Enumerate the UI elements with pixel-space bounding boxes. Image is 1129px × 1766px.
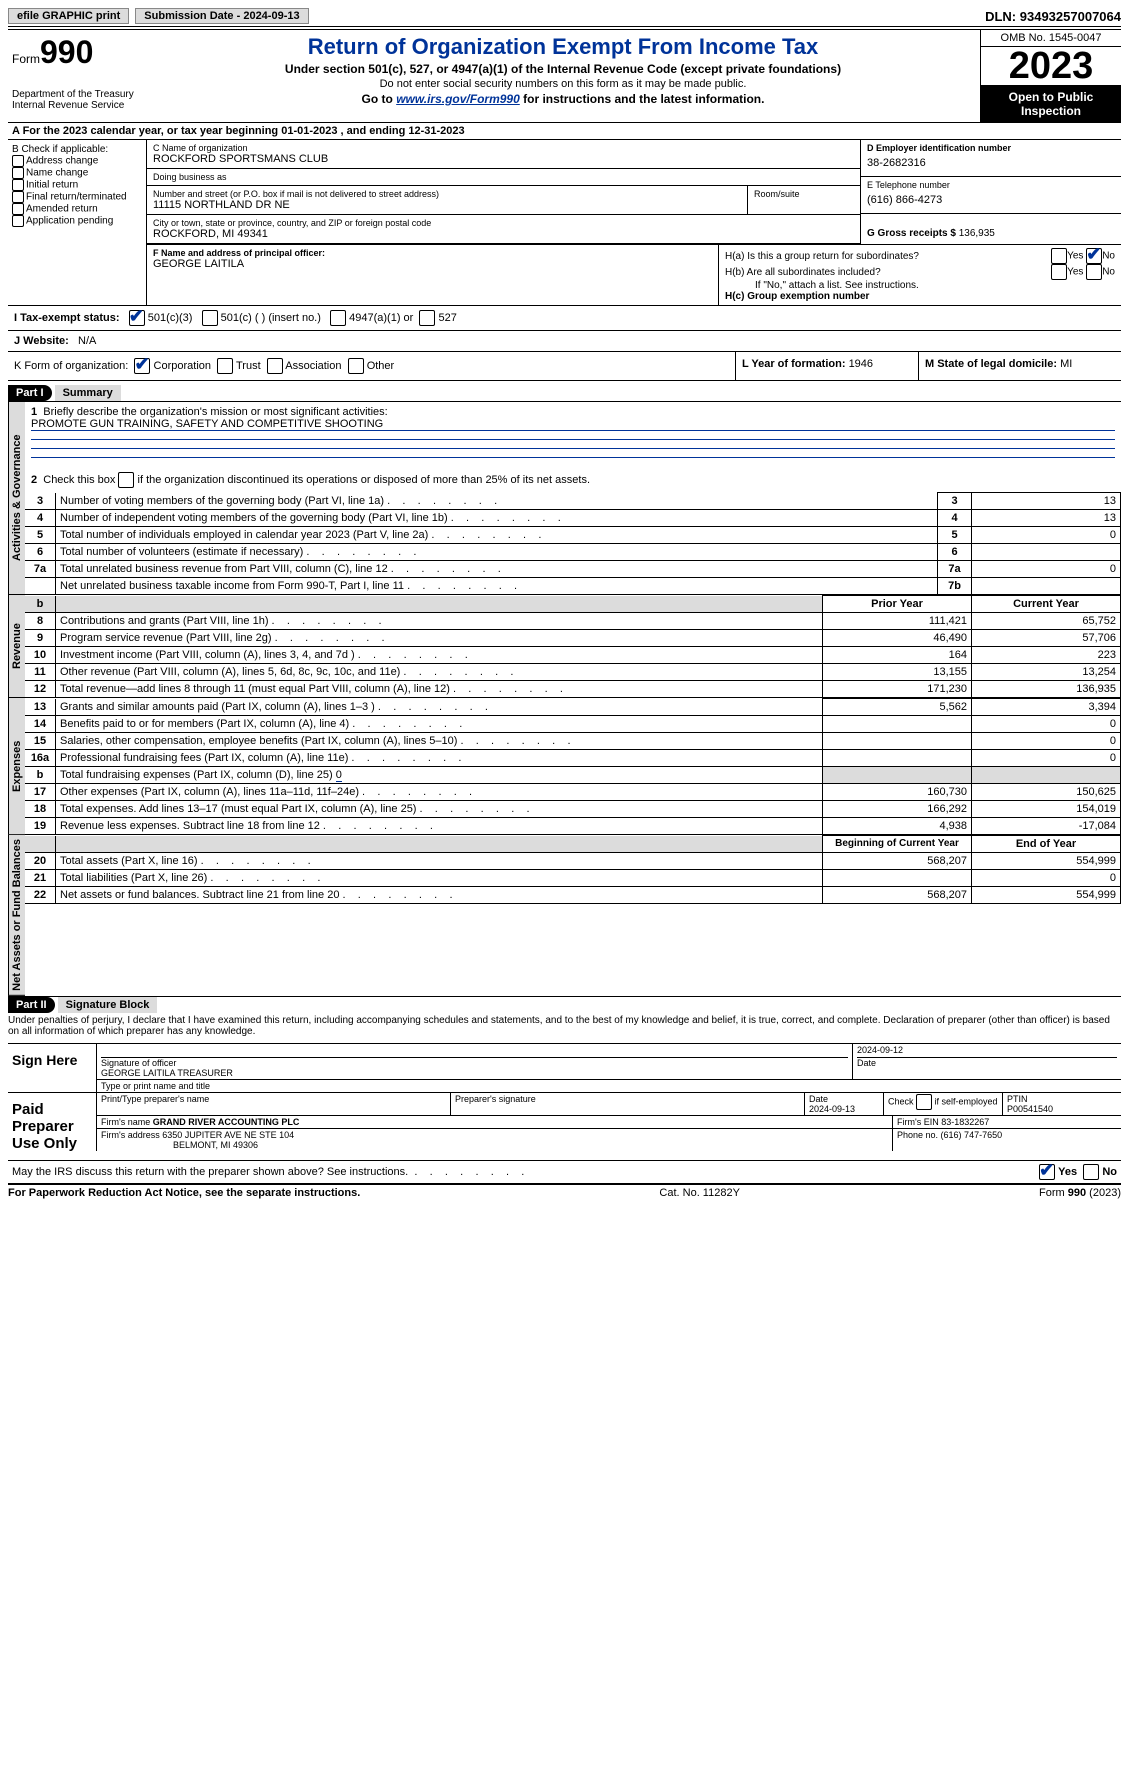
netassets-table: Beginning of Current Year End of Year 20… [25, 835, 1121, 904]
chk-4947[interactable] [330, 310, 346, 326]
chk-discontinued[interactable] [118, 472, 134, 488]
chk-self-employed[interactable] [916, 1094, 932, 1110]
line1-value: PROMOTE GUN TRAINING, SAFETY AND COMPETI… [31, 418, 1115, 431]
info-grid: B Check if applicable: Address change Na… [8, 140, 1121, 305]
irs-discuss-yes[interactable] [1039, 1164, 1055, 1180]
chk-trust[interactable] [217, 358, 233, 374]
box-f-officer: F Name and address of principal officer:… [147, 245, 718, 305]
may-irs-discuss: May the IRS discuss this return with the… [8, 1160, 1121, 1184]
hb-yes[interactable] [1051, 264, 1067, 280]
firm-address2: BELMONT, MI 49306 [101, 1140, 258, 1150]
chk-name-change[interactable]: Name change [12, 167, 142, 179]
form-header: Form990 Department of the Treasury Inter… [8, 29, 1121, 123]
form-number: Form990 [12, 34, 142, 71]
firm-ein: 83-1832267 [941, 1117, 989, 1127]
line2-label: Check this box if the organization disco… [43, 474, 590, 486]
chk-corp[interactable] [134, 358, 150, 374]
vtab-netassets: Net Assets or Fund Balances [8, 835, 25, 996]
firm-address1: 6350 JUPITER AVE NE STE 104 [162, 1130, 294, 1140]
vtab-expenses: Expenses [8, 698, 25, 835]
box-d-ein: D Employer identification number 38-2682… [861, 140, 1121, 177]
col-b-checkboxes: B Check if applicable: Address change Na… [8, 140, 147, 305]
box-j-website: J Website: N/A [8, 331, 1121, 351]
expenses-table: 13Grants and similar amounts paid (Part … [25, 698, 1121, 835]
box-h-b-note: If "No," attach a list. See instructions… [725, 280, 1115, 291]
chk-other[interactable] [348, 358, 364, 374]
box-k-form-org: K Form of organization: Corporation Trus… [8, 352, 735, 380]
preparer-date: 2024-09-13 [809, 1104, 855, 1114]
box-h-a: H(a) Is this a group return for subordin… [725, 248, 1115, 264]
form-subhead1: Under section 501(c), 527, or 4947(a)(1)… [156, 62, 970, 76]
line1-label: Briefly describe the organization's miss… [43, 406, 387, 418]
open-to-public: Open to Public Inspection [981, 86, 1121, 122]
officer-name: GEORGE LAITILA TREASURER [101, 1068, 233, 1078]
hb-no[interactable] [1086, 264, 1102, 280]
sig-date: 2024-09-12 [857, 1045, 903, 1055]
vtab-revenue: Revenue [8, 595, 25, 698]
efile-button[interactable]: efile GRAPHIC print [8, 8, 129, 24]
part1-bar: Part I [8, 385, 52, 401]
top-bar: efile GRAPHIC print Submission Date - 20… [8, 8, 1121, 27]
type-print-label: Type or print name and title [96, 1080, 1121, 1092]
ha-yes[interactable] [1051, 248, 1067, 264]
page-footer: For Paperwork Reduction Act Notice, see … [8, 1184, 1121, 1199]
box-c-city: City or town, state or province, country… [147, 215, 860, 244]
submission-date: Submission Date - 2024-09-13 [135, 8, 308, 24]
dept-treasury: Department of the Treasury Internal Reve… [12, 89, 142, 111]
part2-bar: Part II [8, 997, 55, 1013]
box-l-year: L Year of formation: 1946 [735, 352, 918, 380]
box-c-name: C Name of organization ROCKFORD SPORTSMA… [147, 140, 860, 169]
ag-table: 3Number of voting members of the governi… [25, 492, 1121, 595]
chk-527[interactable] [419, 310, 435, 326]
box-m-state: M State of legal domicile: MI [918, 352, 1121, 380]
chk-initial-return[interactable]: Initial return [12, 179, 142, 191]
revenue-table: b Prior Year Current Year 8Contributions… [25, 595, 1121, 698]
perjury-declaration: Under penalties of perjury, I declare th… [8, 1013, 1121, 1044]
chk-501c3[interactable] [129, 310, 145, 326]
chk-address-change[interactable]: Address change [12, 155, 142, 167]
dln: DLN: 93493257007064 [985, 9, 1121, 24]
ptin-value: P00541540 [1007, 1104, 1053, 1114]
box-h-b: H(b) Are all subordinates included? Yes … [725, 264, 1115, 280]
part1-title: Summary [55, 385, 121, 401]
row-a-taxyear: A For the 2023 calendar year, or tax yea… [8, 123, 1121, 140]
box-i-tax-exempt: I Tax-exempt status: 501(c)(3) 501(c) ( … [8, 306, 1121, 330]
tax-year: 2023 [981, 47, 1121, 86]
chk-amended-return[interactable]: Amended return [12, 203, 142, 215]
irs-link[interactable]: www.irs.gov/Form990 [396, 92, 520, 106]
box-h-c: H(c) Group exemption number [725, 291, 1115, 302]
chk-final-return[interactable]: Final return/terminated [12, 191, 142, 203]
box-g-receipts: G Gross receipts $ 136,935 [861, 214, 1121, 242]
chk-assoc[interactable] [267, 358, 283, 374]
irs-discuss-no[interactable] [1083, 1164, 1099, 1180]
col-b-header: B Check if applicable: [12, 144, 142, 155]
sign-here-block: Sign Here Signature of officerGEORGE LAI… [8, 1044, 1121, 1093]
box-e-phone: E Telephone number (616) 866-4273 [861, 177, 1121, 214]
part2-title: Signature Block [58, 997, 158, 1013]
form-subhead2: Do not enter social security numbers on … [156, 78, 970, 90]
form-subhead3: Go to www.irs.gov/Form990 for instructio… [156, 92, 970, 106]
ha-no[interactable] [1086, 248, 1102, 264]
firm-phone: (616) 747-7650 [941, 1130, 1003, 1140]
chk-501c[interactable] [202, 310, 218, 326]
paid-preparer-block: Paid Preparer Use Only Print/Type prepar… [8, 1093, 1121, 1160]
firm-name: GRAND RIVER ACCOUNTING PLC [153, 1117, 300, 1127]
vtab-activities-governance: Activities & Governance [8, 402, 25, 595]
box-c-dba: Doing business as [147, 169, 860, 186]
chk-application-pending[interactable]: Application pending [12, 215, 142, 227]
form-title: Return of Organization Exempt From Incom… [156, 34, 970, 60]
box-c-street: Number and street (or P.O. box if mail i… [147, 186, 860, 215]
line16b-value: 0 [336, 769, 342, 782]
